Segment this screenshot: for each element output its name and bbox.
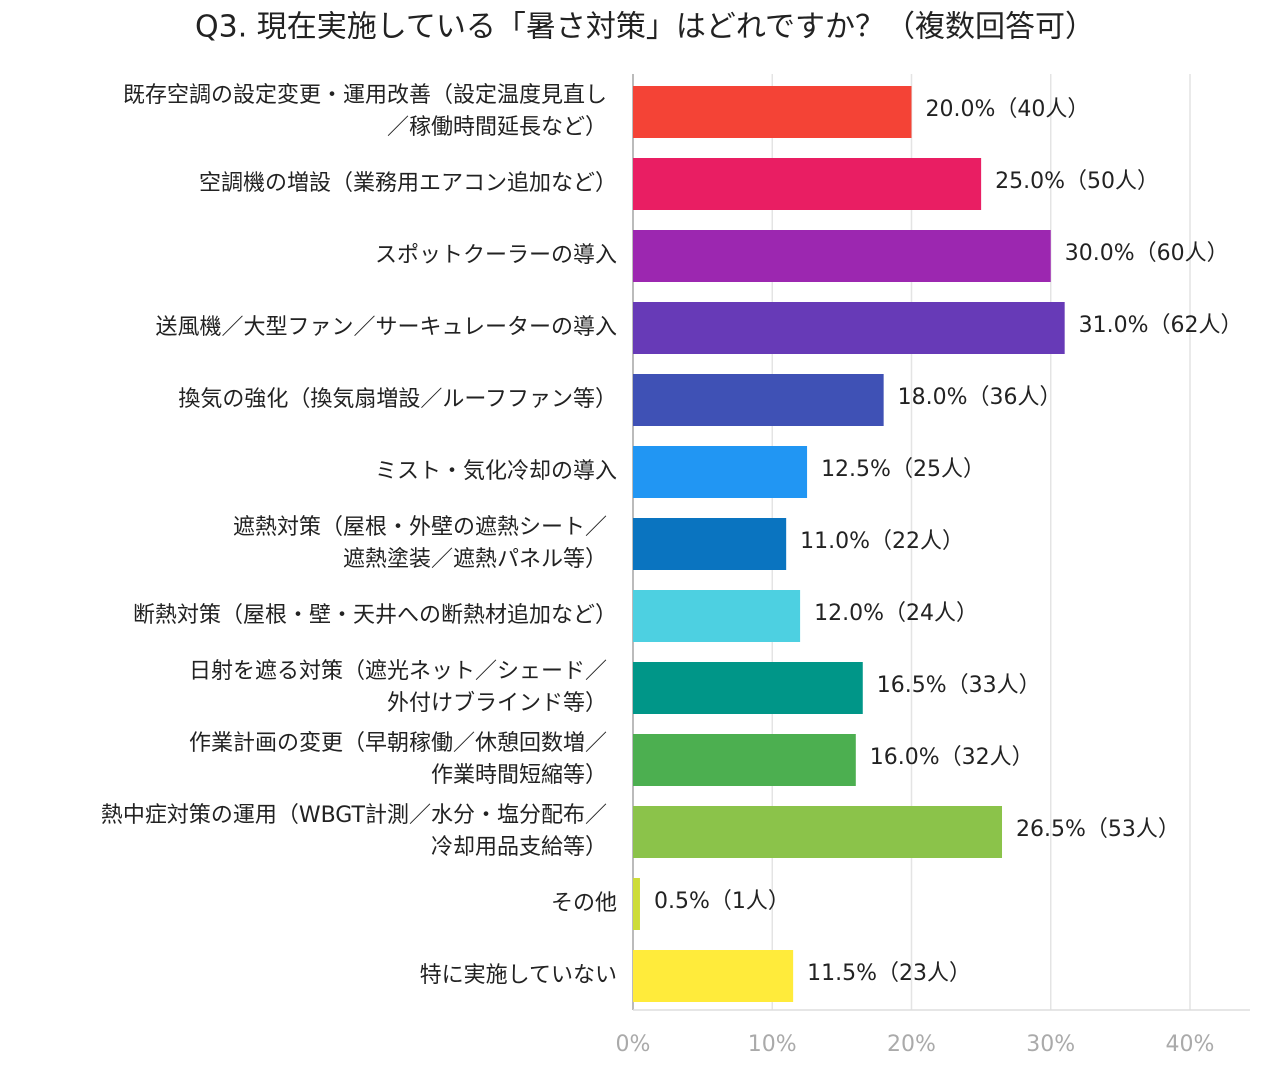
bar [633, 518, 787, 570]
x-tick-label: 0% [616, 1032, 651, 1057]
data-label: 12.5%（25人） [821, 457, 985, 482]
bar [633, 806, 1003, 858]
bar [633, 302, 1065, 354]
data-label: 11.0%（22人） [800, 529, 964, 554]
data-label: 31.0%（62人） [1079, 313, 1243, 338]
data-label: 16.5%（33人） [877, 673, 1041, 698]
bar [633, 446, 808, 498]
bar [633, 950, 794, 1002]
bar [633, 590, 801, 642]
bar [633, 86, 912, 138]
y-tick-label: 日射を遮る対策（遮光ネット／シェード／外付けブラインド等） [189, 659, 607, 716]
x-tick-label: 20% [887, 1032, 936, 1057]
y-tick-label: 遮熱対策（屋根・外壁の遮熱シート／遮熱塗装／遮熱パネル等） [233, 515, 607, 572]
data-label: 12.0%（24人） [814, 601, 978, 626]
x-tick-label: 40% [1166, 1032, 1215, 1057]
bar [633, 662, 863, 714]
y-tick-label: 換気の強化（換気扇増設／ルーフファン等） [178, 387, 617, 412]
y-tick-label: 空調機の増設（業務用エアコン追加など） [199, 171, 617, 196]
data-label: 30.0%（60人） [1065, 241, 1229, 266]
y-tick-label: 熱中症対策の運用（WBGT計測／水分・塩分配布／冷却用品支給等） [101, 803, 607, 860]
y-tick-label: 作業計画の変更（早朝稼働／休憩回数増／作業時間短縮等） [189, 731, 607, 788]
y-tick-label: 既存空調の設定変更・運用改善（設定温度見直し／稼働時間延長など） [123, 83, 607, 140]
y-tick-label: 特に実施していない [420, 963, 617, 988]
y-tick-label: 断熱対策（屋根・壁・天井への断熱材追加など） [133, 603, 617, 628]
data-label: 25.0%（50人） [995, 169, 1159, 194]
data-label: 11.5%（23人） [807, 961, 971, 986]
data-label: 20.0%（40人） [926, 97, 1090, 122]
y-tick-label: ミスト・気化冷却の導入 [375, 459, 617, 484]
bar [633, 230, 1051, 282]
bar [633, 878, 640, 930]
x-tick-label: 10% [748, 1032, 797, 1057]
data-label: 26.5%（53人） [1016, 817, 1180, 842]
bar [633, 734, 856, 786]
data-label: 18.0%（36人） [898, 385, 1062, 410]
bar [633, 158, 982, 210]
x-tick-label: 30% [1026, 1032, 1075, 1057]
data-label: 16.0%（32人） [870, 745, 1034, 770]
y-tick-label: その他 [551, 891, 617, 916]
y-tick-label: 送風機／大型ファン／サーキュレーターの導入 [155, 315, 617, 340]
bar [633, 374, 884, 426]
y-tick-label: スポットクーラーの導入 [375, 243, 617, 268]
chart-title: Q3. 現在実施している「暑さ対策」はどれですか？（複数回答可） [195, 10, 1095, 45]
data-label: 0.5%（1人） [654, 889, 790, 914]
